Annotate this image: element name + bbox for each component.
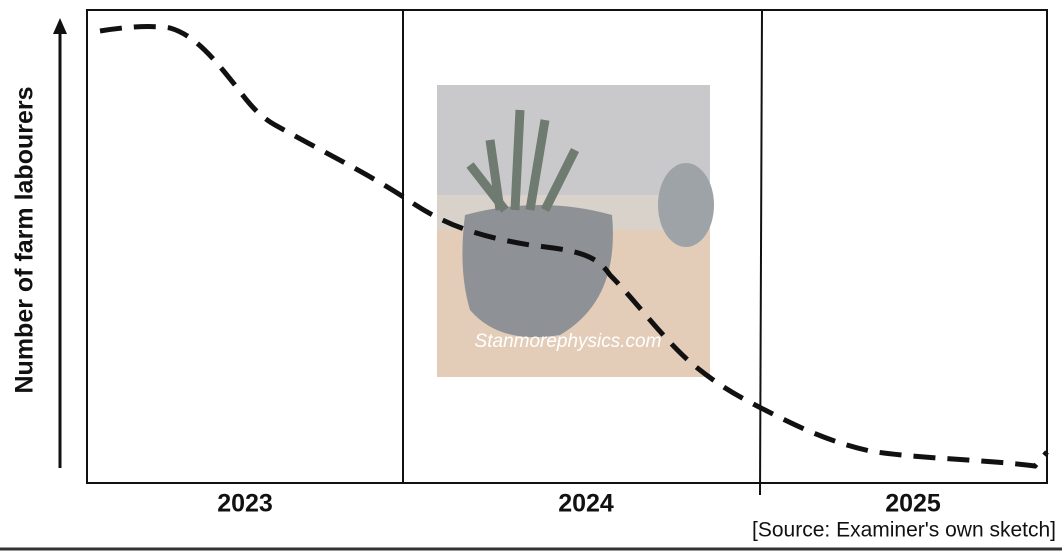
plot-frame — [86, 9, 1048, 484]
trend-sketch — [99, 24, 1049, 469]
divider — [759, 9, 763, 496]
x-category-label: 2024 — [558, 490, 614, 518]
watermark-image: Stanmorephysics.com — [437, 85, 714, 377]
source-note: [Source: Examiner's own sketch] — [752, 519, 1056, 542]
x-category-label: 2023 — [217, 490, 273, 518]
x-category-label: 2025 — [885, 490, 941, 518]
y-axis-label: Number of farm labourers — [11, 86, 39, 393]
arrow-head — [53, 18, 67, 34]
watermark-text: Stanmorephysics.com — [475, 331, 662, 352]
